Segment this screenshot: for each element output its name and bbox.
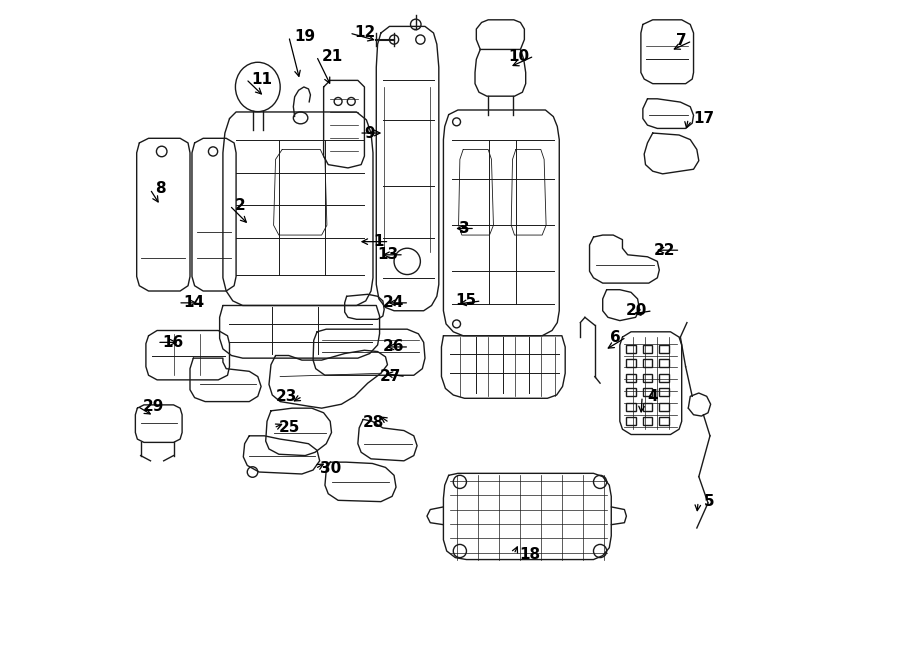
Text: 12: 12 (355, 26, 376, 40)
Text: 14: 14 (184, 295, 204, 311)
Text: 25: 25 (279, 420, 301, 436)
Text: 9: 9 (364, 126, 375, 141)
Text: 6: 6 (610, 330, 621, 344)
Bar (643, 389, 652, 397)
Text: 10: 10 (508, 48, 529, 63)
Bar (643, 374, 652, 382)
Bar (660, 417, 669, 425)
Bar (660, 374, 669, 382)
Text: 19: 19 (294, 29, 315, 44)
Text: 4: 4 (647, 389, 658, 404)
Bar (626, 345, 635, 353)
Text: 24: 24 (382, 295, 404, 311)
Text: 22: 22 (653, 243, 675, 258)
Bar (643, 360, 652, 368)
Text: 18: 18 (519, 547, 540, 562)
Text: 16: 16 (162, 335, 184, 350)
Bar (660, 360, 669, 368)
Text: 17: 17 (694, 111, 715, 126)
Text: 8: 8 (155, 182, 166, 196)
Text: 30: 30 (320, 461, 342, 476)
Text: 23: 23 (276, 389, 297, 404)
Text: 7: 7 (676, 34, 687, 48)
Text: 1: 1 (374, 234, 384, 249)
Text: 29: 29 (142, 399, 164, 414)
Text: 27: 27 (379, 369, 400, 384)
Bar (626, 417, 635, 425)
Bar (626, 389, 635, 397)
Bar (643, 345, 652, 353)
Text: 21: 21 (321, 48, 343, 63)
Bar (626, 360, 635, 368)
Text: 5: 5 (704, 494, 714, 509)
Text: 26: 26 (382, 340, 404, 354)
Bar (626, 374, 635, 382)
Text: 11: 11 (251, 71, 272, 87)
Bar (626, 403, 635, 410)
Bar (643, 417, 652, 425)
Bar (660, 389, 669, 397)
Text: 3: 3 (459, 221, 470, 236)
Bar (660, 403, 669, 410)
Text: 15: 15 (455, 293, 476, 309)
Text: 28: 28 (363, 415, 384, 430)
Bar (643, 403, 652, 410)
Text: 2: 2 (235, 198, 246, 213)
Text: 20: 20 (626, 303, 647, 318)
Text: 13: 13 (377, 247, 399, 262)
Bar (660, 345, 669, 353)
